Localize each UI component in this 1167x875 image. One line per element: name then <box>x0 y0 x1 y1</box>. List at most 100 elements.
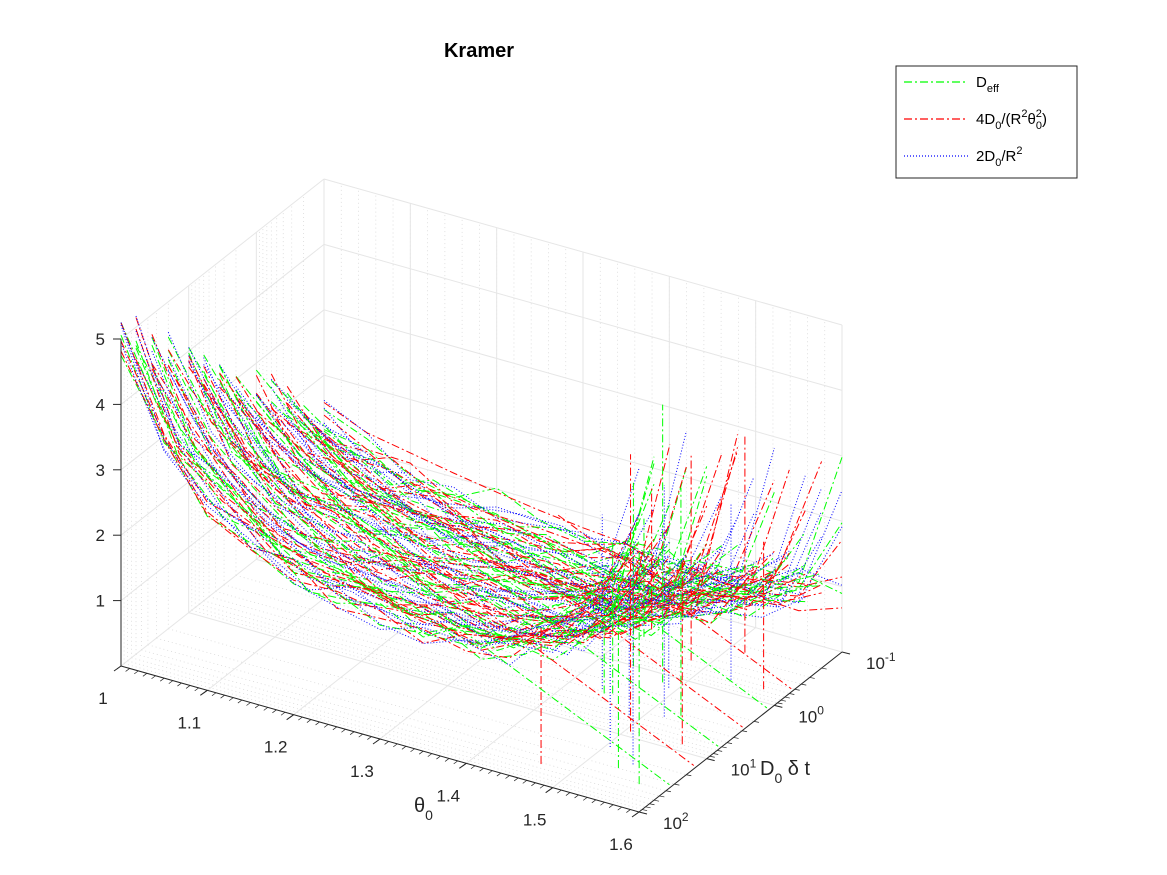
series-curve <box>203 388 723 628</box>
back-gridline-z <box>323 178 843 326</box>
y-tick-label: 10-1 <box>866 650 896 673</box>
series-curve <box>167 332 687 622</box>
series-curve <box>235 391 755 603</box>
x-minor-tick <box>574 794 579 799</box>
back-gridline-z <box>323 374 843 522</box>
y-minor-tick <box>713 753 719 755</box>
y-minor-tick <box>665 790 671 793</box>
series-curve <box>188 355 708 638</box>
legend-label-2d0: 2D0/R2 <box>976 145 1022 169</box>
x-minor-tick <box>211 692 217 697</box>
y-tick-mark <box>638 811 648 815</box>
series-curve <box>270 408 790 611</box>
x-minor-tick <box>591 799 597 804</box>
legend-label-deff: Deff <box>976 74 1000 95</box>
back-gridline-z <box>323 309 843 457</box>
x-minor-tick <box>531 782 536 787</box>
series-curve <box>135 328 655 651</box>
x-tick-label: 1.3 <box>350 762 374 781</box>
x-axis-label-sub: 0 <box>425 807 433 823</box>
x-minor-tick <box>272 709 277 714</box>
series-curve <box>303 417 823 608</box>
y-tick-mark <box>706 758 715 762</box>
x-minor-tick <box>229 697 234 701</box>
x-minor-tick <box>185 685 191 689</box>
x-minor-tick <box>332 726 338 731</box>
x-minor-tick <box>151 675 156 680</box>
series-curve <box>286 414 806 614</box>
series-curve <box>188 360 708 637</box>
x-minor-tick <box>634 811 640 816</box>
x-minor-tick <box>436 755 441 760</box>
series-curve <box>323 414 843 597</box>
series-curve <box>120 322 640 633</box>
floor-gridline-x <box>293 554 497 716</box>
series-curve <box>219 364 738 601</box>
series-curve <box>167 349 687 642</box>
x-minor-tick <box>116 665 122 670</box>
series-curve <box>323 422 843 596</box>
series-curve <box>286 402 806 605</box>
back-gridline-z <box>323 243 843 391</box>
y-minor-tick <box>686 774 692 777</box>
x-tick-label: 1.1 <box>178 713 202 732</box>
x-minor-tick <box>539 784 545 789</box>
axes-lines <box>113 338 851 818</box>
y-axis-label-sub: 0 <box>774 770 782 786</box>
legend-box <box>895 65 1078 179</box>
series-curve <box>120 322 640 639</box>
x-minor-tick <box>306 719 312 723</box>
series-floor-trace <box>557 514 792 690</box>
x-minor-tick <box>488 770 493 774</box>
x-axis-label: θ0 <box>414 795 433 823</box>
series-curve <box>323 400 843 586</box>
y-minor-tick <box>741 730 748 733</box>
x-minor-tick <box>298 716 303 721</box>
x-minor-tick <box>470 765 476 770</box>
floor-gridline-x <box>466 602 670 764</box>
y-minor-tick <box>726 742 733 744</box>
floor-gridline-x <box>552 627 756 789</box>
series-curve <box>188 352 708 633</box>
series-curve <box>188 366 708 636</box>
x-minor-tick <box>626 809 631 813</box>
z-tick-label: 2 <box>96 526 105 545</box>
legend: Deff 4D0/(R2θ2 0) 2D0/R2 <box>895 65 1078 179</box>
x-tick-label: 1.4 <box>437 786 461 805</box>
z-tick-label: 5 <box>96 330 105 349</box>
x-minor-tick <box>315 721 320 726</box>
x-minor-tick <box>159 677 165 682</box>
x-minor-tick <box>280 711 286 716</box>
x-minor-tick <box>410 748 415 753</box>
x-minor-tick <box>453 760 458 765</box>
left-gridline-z <box>120 244 325 405</box>
series-curve <box>323 429 843 594</box>
x-minor-tick <box>177 682 182 687</box>
series-floor-trace <box>509 553 743 728</box>
x-minor-tick <box>125 668 130 672</box>
series-curve <box>120 324 640 666</box>
floor-gridline-y <box>188 612 707 760</box>
floor-gridline-x <box>207 529 411 691</box>
x-minor-tick <box>246 702 251 706</box>
series-curve <box>135 359 655 646</box>
series-curve <box>303 416 822 606</box>
series-curve <box>151 351 671 643</box>
x-minor-tick <box>401 746 407 750</box>
series-curve <box>303 436 823 608</box>
y-minor-tick <box>653 799 660 802</box>
y-axis-label-main: D <box>760 758 774 780</box>
series-curve <box>235 398 755 624</box>
floor-gridline-x <box>379 578 584 740</box>
x-minor-tick <box>375 738 381 743</box>
x-minor-tick <box>600 801 605 806</box>
y-minor-tick <box>649 803 655 806</box>
x-minor-tick <box>582 797 588 801</box>
series-curve <box>286 422 806 618</box>
series-curve <box>255 392 775 605</box>
x-minor-tick <box>367 736 372 740</box>
x-minor-tick <box>384 741 389 745</box>
series-floor-trace <box>436 610 670 786</box>
x-minor-tick <box>254 704 260 709</box>
x-minor-tick <box>323 724 329 728</box>
